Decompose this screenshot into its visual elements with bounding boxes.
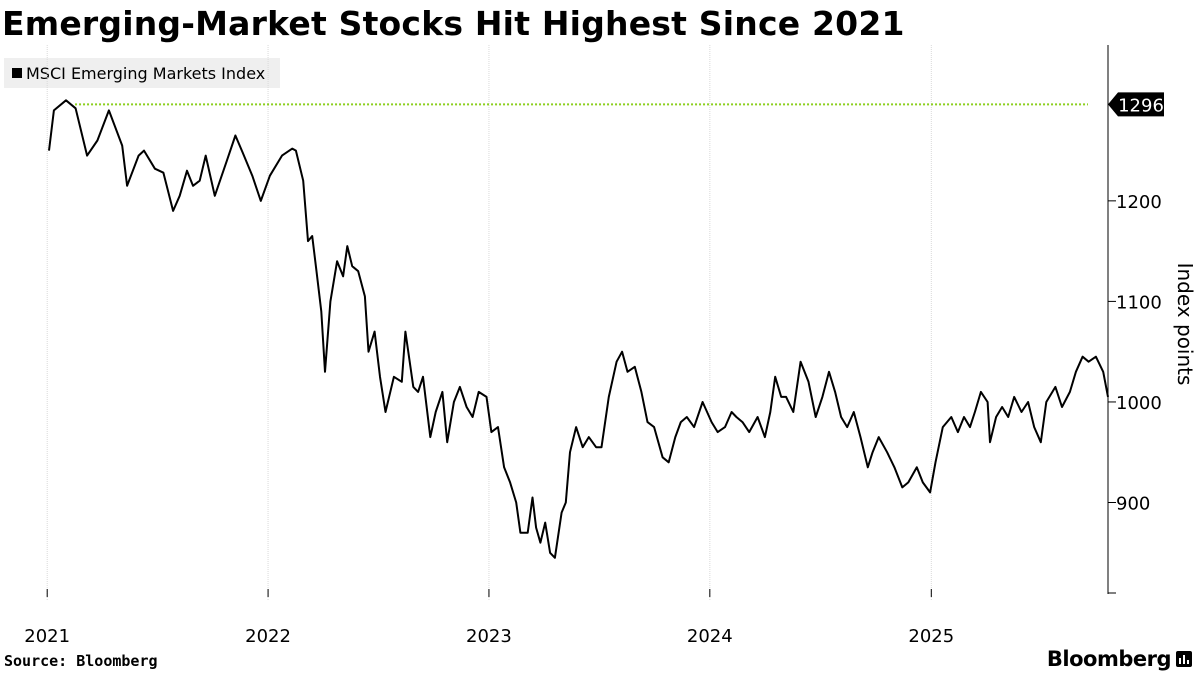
y-tick-label: 1100 <box>1116 292 1162 313</box>
legend-swatch <box>12 68 22 78</box>
bar-chart-icon <box>1176 651 1192 667</box>
legend: MSCI Emerging Markets Index <box>4 58 280 88</box>
x-tick-label: 2022 <box>245 626 291 647</box>
x-tick-label: 2021 <box>24 626 70 647</box>
y-tick-label: 900 <box>1116 494 1150 515</box>
x-tick-label: 2025 <box>908 626 954 647</box>
last-value-badge <box>1108 92 1164 117</box>
x-tick-label: 2023 <box>466 626 512 647</box>
x-tick-label: 2024 <box>687 626 733 647</box>
source-note: Source: Bloomberg <box>4 652 158 670</box>
last-value-label: 1296 <box>1118 95 1164 116</box>
series-line <box>48 99 1109 559</box>
chart-title: Emerging-Market Stocks Hit Highest Since… <box>2 4 905 43</box>
brand-logo: Bloomberg <box>1047 647 1192 671</box>
y-tick-label: 1000 <box>1116 393 1162 414</box>
legend-label: MSCI Emerging Markets Index <box>26 63 266 83</box>
y-tick-label: 1200 <box>1116 192 1162 213</box>
brand-text: Bloomberg <box>1046 647 1172 671</box>
y-axis-label: Index points <box>1173 262 1197 386</box>
